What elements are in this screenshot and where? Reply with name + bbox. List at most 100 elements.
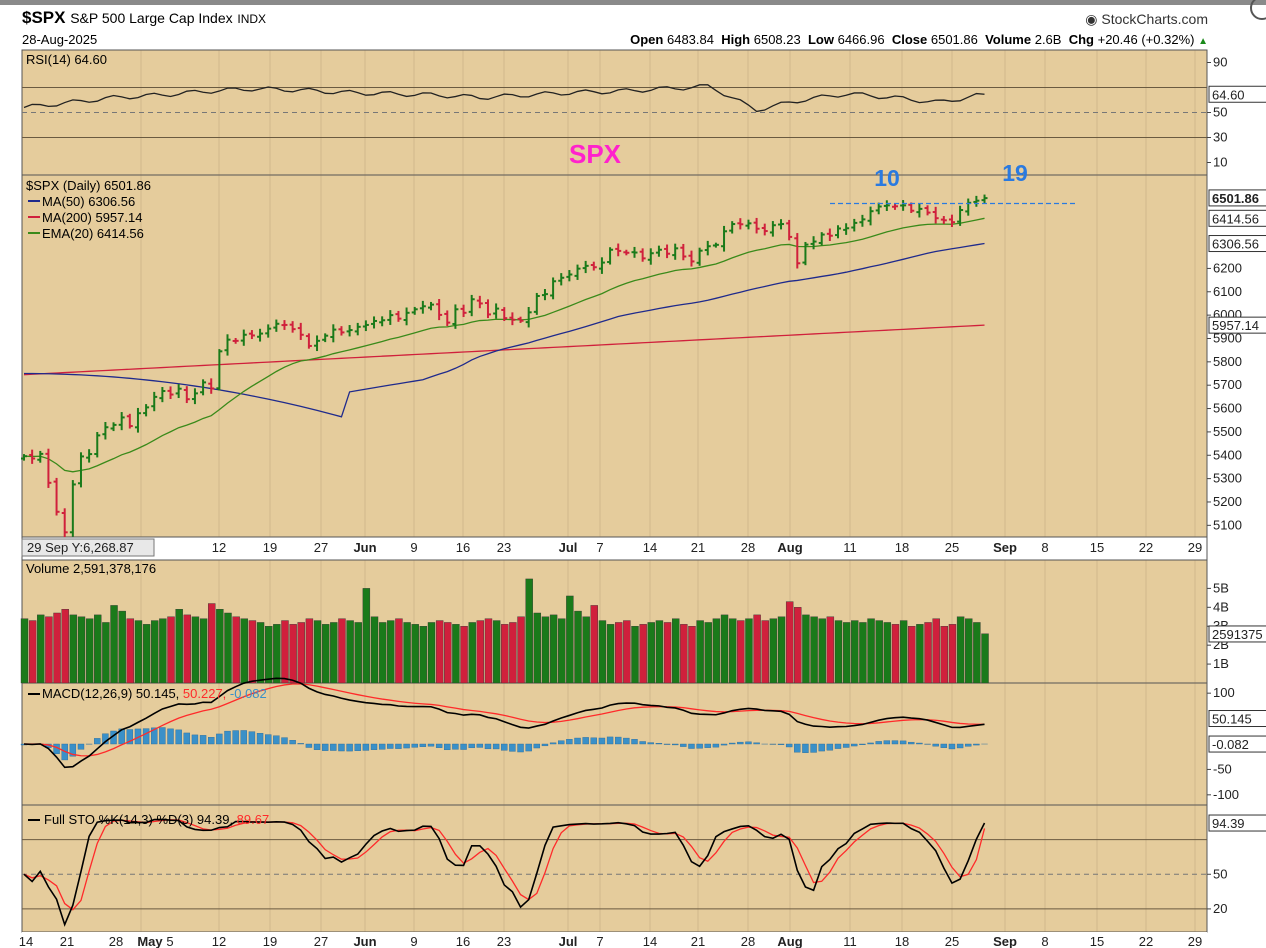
volume-bar <box>476 620 485 684</box>
price-tag-3-text: 5957.14 <box>1212 318 1259 333</box>
volume-bar <box>623 620 631 684</box>
volume-bar <box>712 618 721 684</box>
price-bar <box>346 325 353 337</box>
volume-bar <box>167 616 175 684</box>
volume-bar <box>134 620 143 684</box>
volume-bar <box>256 622 265 684</box>
volume-bar <box>802 614 810 684</box>
macd-hist-bar <box>639 741 646 745</box>
volume-bar <box>77 616 86 684</box>
volume-bar <box>53 612 61 684</box>
volume-bar <box>313 620 322 684</box>
y-tick-label: 50 <box>1213 866 1227 881</box>
x-tick-label: 12 <box>212 540 226 555</box>
volume-bar <box>281 620 289 684</box>
macd-hist-bar <box>142 728 150 745</box>
macd-hist-bar <box>965 743 972 747</box>
price-bar <box>704 240 711 256</box>
bottom-x-tick-label: 22 <box>1139 934 1153 948</box>
volume-bar <box>151 620 159 684</box>
x-tick-label: 16 <box>456 540 470 555</box>
macd-hist-bar <box>615 736 622 745</box>
macd-hist-bar <box>346 743 353 752</box>
price-tag-3: 5957.14 <box>1208 316 1266 334</box>
macd-hist-bar <box>549 742 557 745</box>
macd-hist-bar <box>289 740 296 745</box>
volume-bar <box>590 605 598 684</box>
macd-hist-bar <box>151 727 158 745</box>
macd-hist-bar <box>566 739 573 745</box>
macd-hist-bar <box>265 734 272 745</box>
volume-bar <box>240 618 248 684</box>
macd-hist-bar <box>655 743 663 745</box>
macd-histogram <box>20 727 988 761</box>
y-tick-label: -50 <box>1213 761 1232 776</box>
sto-legend: Full STO %K(14,3) %D(3) 94.39, 89.67 <box>28 812 269 827</box>
volume-bar <box>85 618 94 684</box>
macd-hist-bar <box>387 743 394 749</box>
bottom-x-tick-label: 8 <box>1041 934 1048 948</box>
macd-hist-bar <box>794 743 801 753</box>
volume-bar <box>362 588 371 684</box>
annotation-count-left: 10 <box>874 165 900 191</box>
y-tick-label: -100 <box>1213 787 1239 802</box>
panel-price <box>21 174 1208 538</box>
low-value: 6466.96 <box>837 32 885 47</box>
price-bar <box>818 232 825 246</box>
brand: ◉ StockCharts.com <box>1085 11 1208 28</box>
macd-hist-bar <box>199 735 207 745</box>
price-bar <box>248 330 255 340</box>
volume-bar <box>444 622 452 684</box>
volume-bar <box>216 609 224 684</box>
price-tag-0-text: 6501.86 <box>1212 191 1259 206</box>
macd-hist-bar <box>69 743 77 757</box>
macd-hist-bar <box>403 743 410 749</box>
volume-bar <box>875 620 883 684</box>
bottom-x-tick-label: 14 <box>643 934 657 948</box>
volume-label: Volume 2,591,378,176 <box>26 561 156 576</box>
volume-bar <box>859 622 867 684</box>
volume-bar <box>378 622 387 684</box>
x-tick-label: 8 <box>1041 540 1048 555</box>
macd-hist-bar <box>851 743 858 747</box>
macd-hist-tag-text: -0.082 <box>1212 737 1249 752</box>
crosshair-readout: 29 Sep Y:6,268.87 <box>21 538 155 557</box>
bottom-x-tick-label: Jun <box>353 934 376 948</box>
price-bar <box>240 329 247 346</box>
price-bar <box>810 236 817 250</box>
macd-hist-bar <box>330 743 337 751</box>
volume-bar <box>818 618 826 684</box>
volume-bar <box>28 620 37 684</box>
bottom-x-tick-label: 7 <box>596 934 603 948</box>
macd-hist-bar <box>517 743 524 753</box>
volume-bar <box>346 620 354 684</box>
macd-hist-bar <box>427 743 435 747</box>
volume-bar <box>965 618 973 684</box>
rsi-line <box>23 84 985 113</box>
price-bar <box>598 257 605 274</box>
macd-hist-bar <box>248 731 256 745</box>
rsi-y-axis: 90 50 30 10 <box>1207 55 1227 170</box>
price-bar <box>134 407 141 433</box>
x-tick-label: 25 <box>945 540 959 555</box>
panel-rsi <box>21 49 1208 176</box>
macd-hist-bar <box>810 743 817 753</box>
price-bar <box>460 304 467 317</box>
volume-bar <box>916 624 924 684</box>
macd-hist-bar <box>191 734 199 745</box>
volume-bar <box>102 622 110 684</box>
macd-hist-bar <box>167 728 174 745</box>
price-bar <box>607 247 614 265</box>
macd-hist-tag: -0.082 <box>1208 735 1266 753</box>
price-bar <box>590 261 597 271</box>
y-tick-label: 5600 <box>1213 401 1242 416</box>
window-close-icon[interactable] <box>1250 0 1266 20</box>
bottom-x-tick-label: 21 <box>691 934 705 948</box>
price-bar <box>582 260 589 274</box>
price-bar <box>655 245 662 257</box>
x-tick-label: Sep <box>993 540 1017 555</box>
macd-hist-bar <box>688 743 695 749</box>
legend-entry: EMA(20) 6414.56 <box>42 226 144 241</box>
y-tick-label: 100 <box>1213 685 1235 700</box>
